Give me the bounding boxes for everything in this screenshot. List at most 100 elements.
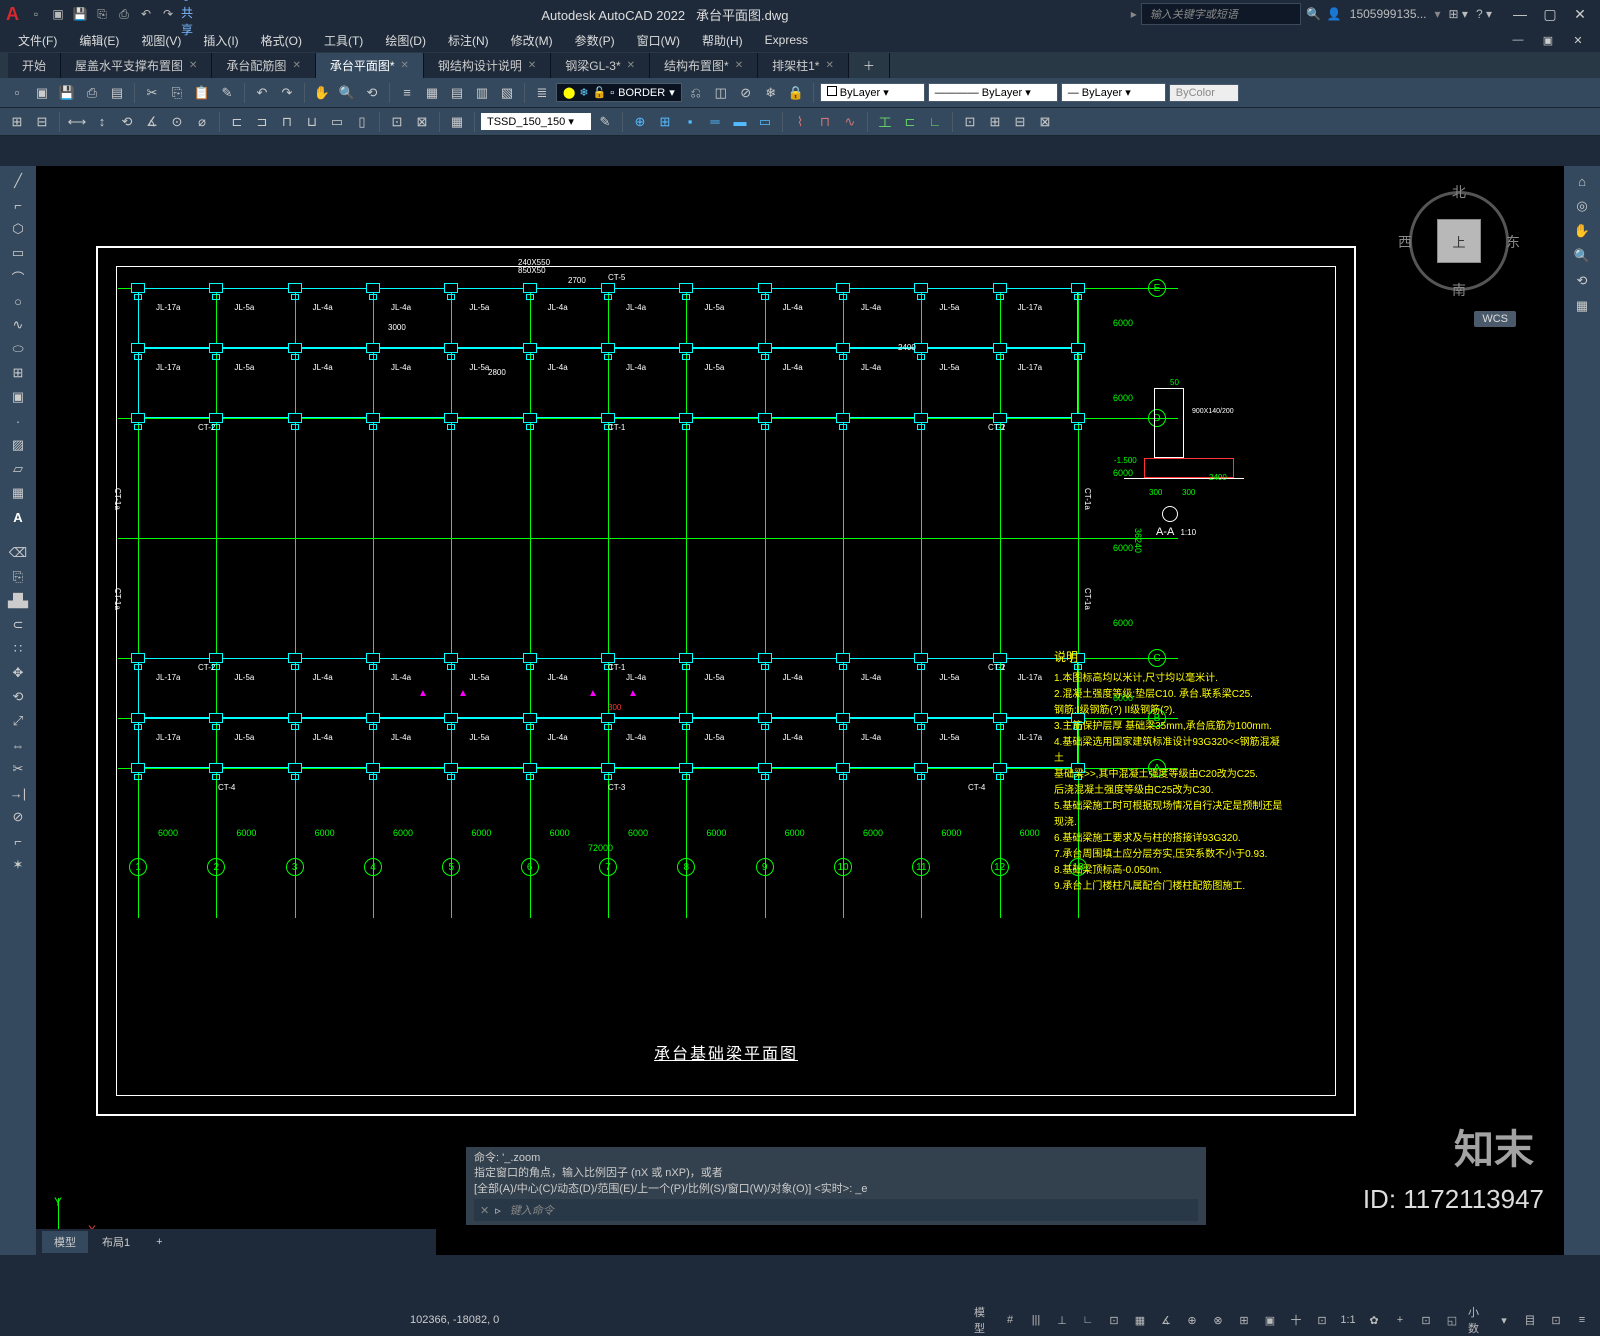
rb-props-icon[interactable]: ≡ bbox=[396, 82, 418, 104]
help-icon[interactable]: ? ▾ bbox=[1476, 7, 1492, 21]
rb-open-icon[interactable]: ▣ bbox=[31, 82, 53, 104]
status-toggle-10[interactable]: ⊞ bbox=[1234, 1310, 1254, 1330]
rb-copy-icon[interactable]: ⎘ bbox=[166, 82, 188, 104]
nav-home-icon[interactable]: ⌂ bbox=[1568, 170, 1596, 192]
status-toggle-2[interactable]: ||| bbox=[1026, 1310, 1046, 1330]
r2-c4-icon[interactable]: ⊔ bbox=[301, 111, 323, 133]
mod-fillet-icon[interactable]: ⌐ bbox=[4, 830, 32, 852]
r2-tool2-icon[interactable]: ⊟ bbox=[1009, 111, 1031, 133]
tool-mtext-icon[interactable]: A bbox=[4, 506, 32, 528]
tool-rect-icon[interactable]: ▭ bbox=[4, 242, 32, 264]
plotstyle-dropdown[interactable]: ByColor bbox=[1169, 84, 1239, 102]
r2-rebar2-icon[interactable]: ⊓ bbox=[814, 111, 836, 133]
viewcube-west[interactable]: 西 bbox=[1398, 232, 1412, 252]
mod-array-icon[interactable]: ∷ bbox=[4, 638, 32, 660]
qat-plot-icon[interactable]: ⎙ bbox=[115, 5, 133, 23]
qat-saveas-icon[interactable]: ⎘ bbox=[93, 5, 111, 23]
r2-dim2-icon[interactable]: ↕ bbox=[91, 111, 113, 133]
r2-c2-icon[interactable]: ⊐ bbox=[251, 111, 273, 133]
rb-plot-icon[interactable]: ⎙ bbox=[81, 82, 103, 104]
rb-undo-icon[interactable]: ↶ bbox=[251, 82, 273, 104]
qat-redo-icon[interactable]: ↷ bbox=[159, 5, 177, 23]
tool-line-icon[interactable]: ╱ bbox=[4, 170, 32, 192]
status-toggle-3[interactable]: ⊥ bbox=[1052, 1310, 1072, 1330]
rb-redo-icon[interactable]: ↷ bbox=[276, 82, 298, 104]
r2-d1-icon[interactable]: ⊡ bbox=[386, 111, 408, 133]
rb-layoff-icon[interactable]: ⊘ bbox=[735, 82, 757, 104]
command-input[interactable]: ✕ ▹ 键入命令 bbox=[474, 1199, 1198, 1221]
mod-break-icon[interactable]: ⊘ bbox=[4, 806, 32, 828]
r2-axis-icon[interactable]: ⊕ bbox=[629, 111, 651, 133]
r2-a-icon[interactable]: ⊞ bbox=[6, 111, 28, 133]
status-toggle-16[interactable]: + bbox=[1390, 1310, 1410, 1330]
layout-tab-add[interactable]: + bbox=[144, 1233, 174, 1251]
status-toggle-23[interactable]: ≡ bbox=[1572, 1310, 1592, 1330]
status-toggle-13[interactable]: ⊡ bbox=[1312, 1310, 1332, 1330]
rb-laylock-icon[interactable]: 🔒 bbox=[785, 82, 807, 104]
r2-beam-icon[interactable]: ═ bbox=[704, 111, 726, 133]
tool-circle-icon[interactable]: ○ bbox=[4, 290, 32, 312]
tab-close-icon[interactable]: ✕ bbox=[189, 60, 197, 71]
rb-mark-icon[interactable]: ▧ bbox=[496, 82, 518, 104]
r2-dim5-icon[interactable]: ⊙ bbox=[166, 111, 188, 133]
rb-dc-icon[interactable]: ▦ bbox=[421, 82, 443, 104]
tool-region-icon[interactable]: ▱ bbox=[4, 458, 32, 480]
r2-slab-icon[interactable]: ▭ bbox=[754, 111, 776, 133]
tab-close-icon[interactable]: ✕ bbox=[735, 60, 743, 71]
qat-share-icon[interactable]: ⇪ 共享 bbox=[181, 5, 199, 23]
tool-insert-icon[interactable]: ⊞ bbox=[4, 362, 32, 384]
r2-d2-icon[interactable]: ⊠ bbox=[411, 111, 433, 133]
nav-pan-icon[interactable]: ✋ bbox=[1568, 220, 1596, 242]
status-toggle-19[interactable]: 小数 bbox=[1468, 1310, 1488, 1330]
tool-spline-icon[interactable]: ∿ bbox=[4, 314, 32, 336]
mod-scale-icon[interactable]: ⤢ bbox=[4, 710, 32, 732]
r2-steel3-icon[interactable]: ∟ bbox=[924, 111, 946, 133]
tool-point-icon[interactable]: · bbox=[4, 410, 32, 432]
help-search-input[interactable]: 输入关键字或短语 bbox=[1141, 3, 1301, 25]
tool-hatch-icon[interactable]: ▨ bbox=[4, 434, 32, 456]
menu-draw[interactable]: 绘图(D) bbox=[375, 29, 436, 52]
viewcube-north[interactable]: 北 bbox=[1452, 182, 1466, 202]
cmd-close-icon[interactable]: ✕ bbox=[480, 1204, 489, 1217]
lineweight-dropdown[interactable]: — ByLayer ▾ bbox=[1061, 83, 1166, 102]
viewcube-east[interactable]: 东 bbox=[1506, 232, 1520, 252]
menu-dimension[interactable]: 标注(N) bbox=[438, 29, 499, 52]
r2-tool3-icon[interactable]: ⊠ bbox=[1034, 111, 1056, 133]
mod-trim-icon[interactable]: ✂ bbox=[4, 758, 32, 780]
menu-file[interactable]: 文件(F) bbox=[8, 29, 67, 52]
qat-open-icon[interactable]: ▣ bbox=[49, 5, 67, 23]
viewcube[interactable]: 上 北 南 东 西 bbox=[1404, 186, 1514, 296]
tool-block-icon[interactable]: ▣ bbox=[4, 386, 32, 408]
status-toggle-20[interactable]: ▾ bbox=[1494, 1310, 1514, 1330]
rb-preview-icon[interactable]: ▤ bbox=[106, 82, 128, 104]
layout-tab-model[interactable]: 模型 bbox=[42, 1231, 88, 1253]
menu-modify[interactable]: 修改(M) bbox=[501, 29, 563, 52]
status-toggle-7[interactable]: ∡ bbox=[1156, 1310, 1176, 1330]
status-toggle-0[interactable]: 模型 bbox=[974, 1310, 994, 1330]
status-toggle-9[interactable]: ⊗ bbox=[1208, 1310, 1228, 1330]
r2-b-icon[interactable]: ⊟ bbox=[31, 111, 53, 133]
tab-doc-active[interactable]: 承台平面图*✕ bbox=[316, 53, 424, 78]
viewcube-south[interactable]: 南 bbox=[1452, 280, 1466, 300]
minimize-button[interactable]: — bbox=[1506, 4, 1534, 24]
tool-polygon-icon[interactable]: ⬡ bbox=[4, 218, 32, 240]
mod-explode-icon[interactable]: ✶ bbox=[4, 854, 32, 876]
user-icon[interactable]: 👤 bbox=[1327, 7, 1342, 21]
mod-erase-icon[interactable]: ⌫ bbox=[4, 542, 32, 564]
rb-match-icon[interactable]: ✎ bbox=[216, 82, 238, 104]
tool-table-icon[interactable]: ▦ bbox=[4, 482, 32, 504]
r2-steel1-icon[interactable]: 工 bbox=[874, 111, 896, 133]
command-window[interactable]: 命令: '_.zoom 指定窗口的角点，输入比例因子 (nX 或 nXP)，或者… bbox=[466, 1147, 1206, 1225]
status-toggle-15[interactable]: ✿ bbox=[1364, 1310, 1384, 1330]
r2-dim6-icon[interactable]: ⌀ bbox=[191, 111, 213, 133]
linetype-dropdown[interactable]: ———— ByLayer ▾ bbox=[928, 83, 1058, 102]
tab-doc-7[interactable]: 排架柱1*✕ bbox=[758, 53, 849, 78]
layout-tab-1[interactable]: 布局1 bbox=[90, 1231, 142, 1253]
status-toggle-11[interactable]: ▣ bbox=[1260, 1310, 1280, 1330]
tab-start[interactable]: 开始 bbox=[8, 53, 61, 78]
r2-tool1-icon[interactable]: ⊞ bbox=[984, 111, 1006, 133]
status-toggle-6[interactable]: ▦ bbox=[1130, 1310, 1150, 1330]
color-dropdown[interactable]: ByLayer ▾ bbox=[820, 83, 925, 102]
r2-dim4-icon[interactable]: ∡ bbox=[141, 111, 163, 133]
close-button[interactable]: ✕ bbox=[1566, 4, 1594, 24]
